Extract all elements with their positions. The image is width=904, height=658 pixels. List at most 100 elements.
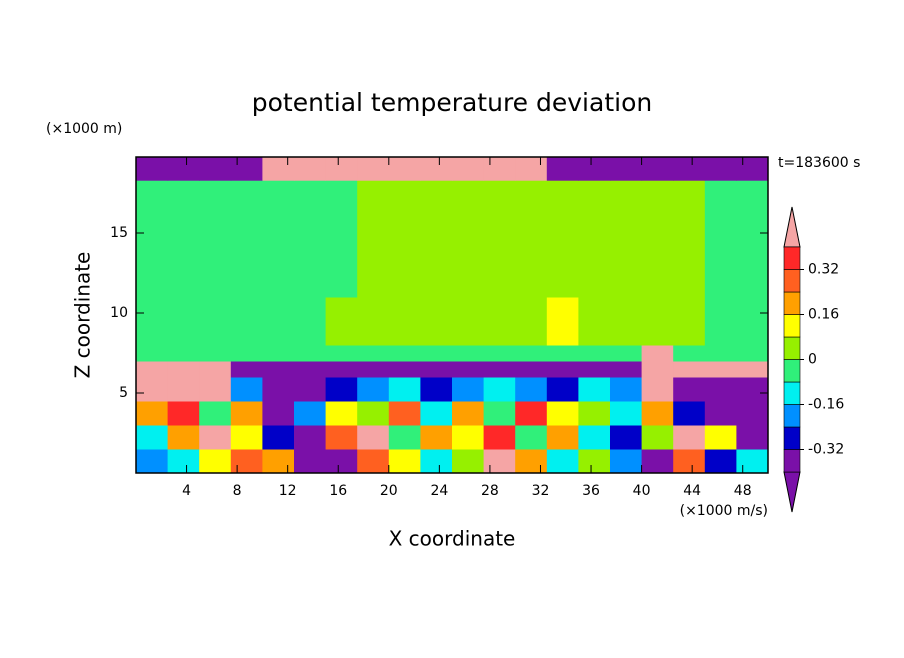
cell: [167, 425, 200, 450]
cell: [420, 180, 453, 250]
cell: [230, 361, 263, 378]
x-tick-label: 24: [430, 483, 448, 499]
cell: [673, 377, 706, 402]
cell: [452, 180, 485, 250]
cell: [736, 180, 769, 250]
cell: [294, 401, 327, 426]
cell: [483, 249, 516, 298]
cell: [167, 377, 200, 402]
cell: [610, 345, 643, 362]
cell: [578, 345, 611, 362]
cell: [325, 345, 358, 362]
cell: [420, 377, 453, 402]
cell: [483, 361, 516, 378]
y-tick-label: 15: [110, 225, 128, 241]
cell: [262, 345, 295, 362]
cell: [452, 377, 485, 402]
colorbar-box: [783, 269, 801, 293]
cell: [515, 157, 548, 181]
cell: [420, 345, 453, 362]
cell: [736, 425, 769, 450]
cell: [230, 180, 263, 250]
cell: [136, 401, 169, 426]
time-label: t=183600 s: [778, 155, 860, 171]
cell: [388, 425, 421, 450]
cell: [420, 297, 453, 346]
cell: [483, 401, 516, 426]
x-tick-label: 40: [633, 483, 651, 499]
cell: [673, 449, 706, 474]
cell: [704, 249, 737, 298]
cell: [578, 361, 611, 378]
cell: [199, 157, 232, 181]
cell: [515, 377, 548, 402]
cell: [641, 449, 674, 474]
cell: [136, 345, 169, 362]
cell: [483, 425, 516, 450]
cell: [136, 449, 169, 474]
cell: [515, 345, 548, 362]
cell: [230, 377, 263, 402]
cell: [262, 425, 295, 450]
colorbar-tick-label: 0.32: [808, 262, 839, 278]
cell: [388, 180, 421, 250]
cell: [704, 401, 737, 426]
colorbar-tick-label: -0.16: [808, 397, 844, 413]
cell: [452, 345, 485, 362]
y-tick-label: 5: [119, 385, 128, 401]
colorbar-low: [783, 471, 801, 513]
cell: [357, 297, 390, 346]
cell: [483, 449, 516, 474]
x-tick-label: 28: [481, 483, 499, 499]
cell: [641, 297, 674, 346]
cell: [483, 345, 516, 362]
cell: [167, 180, 200, 250]
cell: [673, 297, 706, 346]
cell: [641, 425, 674, 450]
x-tick-label: 44: [683, 483, 701, 499]
cell: [357, 249, 390, 298]
cell: [136, 157, 169, 181]
cell: [167, 249, 200, 298]
cell: [230, 425, 263, 450]
colorbar-box: [783, 359, 801, 383]
cell: [546, 425, 579, 450]
cell: [167, 345, 200, 362]
cell: [483, 180, 516, 250]
cell: [294, 297, 327, 346]
cell: [167, 401, 200, 426]
cell: [673, 249, 706, 298]
colorbar-tick-label: 0.16: [808, 307, 839, 323]
colorbar-box: [783, 336, 801, 360]
cell: [452, 297, 485, 346]
cell: [515, 425, 548, 450]
cell: [357, 401, 390, 426]
cell: [610, 401, 643, 426]
cell: [546, 377, 579, 402]
cell: [262, 249, 295, 298]
cell: [167, 361, 200, 378]
x-tick-label: 32: [532, 483, 550, 499]
cell: [199, 401, 232, 426]
cell: [641, 377, 674, 402]
cell: [388, 249, 421, 298]
cell: [325, 180, 358, 250]
x-axis-label: X coordinate: [389, 527, 516, 551]
cell: [199, 449, 232, 474]
colorbar-box: [783, 246, 801, 270]
cell: [452, 449, 485, 474]
cell: [610, 361, 643, 378]
cell: [578, 449, 611, 474]
cell: [610, 297, 643, 346]
cell: [262, 401, 295, 426]
cell: [167, 157, 200, 181]
colorbar-box: [783, 291, 801, 315]
cell: [704, 345, 737, 362]
cell: [452, 425, 485, 450]
cell: [199, 180, 232, 250]
cell: [262, 180, 295, 250]
x-tick-label: 8: [233, 483, 242, 499]
cell: [578, 425, 611, 450]
cell: [610, 180, 643, 250]
